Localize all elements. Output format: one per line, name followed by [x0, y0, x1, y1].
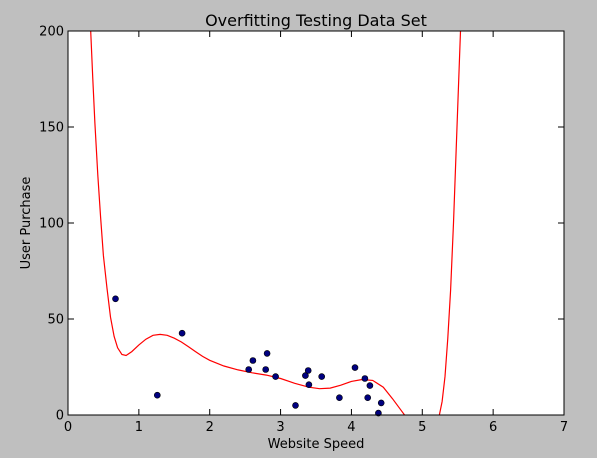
scatter-point — [292, 402, 299, 409]
scatter-point — [112, 295, 119, 303]
scatter-point — [245, 366, 252, 373]
y-tick-label: 150 — [39, 121, 64, 136]
scatter-points-layer — [112, 295, 385, 417]
scatter-point — [263, 350, 271, 357]
scatter-point — [302, 372, 309, 379]
scatter-point — [272, 373, 279, 380]
scatter-point — [318, 373, 326, 380]
scatter-point — [305, 381, 313, 389]
y-tick-label: 100 — [39, 217, 64, 232]
scatter-point — [304, 367, 312, 374]
x-tick-label: 2 — [206, 420, 214, 435]
fit-curve-layer — [90, 31, 462, 415]
y-tick-label: 0 — [56, 409, 64, 424]
scatter-point — [366, 382, 374, 389]
y-tick-label: 50 — [47, 313, 64, 328]
scatter-point — [364, 394, 372, 402]
x-tick-label: 1 — [135, 420, 143, 435]
x-tick-label: 0 — [64, 420, 72, 435]
x-axis-label: Website Speed — [268, 437, 365, 452]
fit-curve-line — [90, 31, 462, 415]
scatter-point — [249, 357, 257, 364]
x-tick-label: 3 — [276, 420, 284, 435]
chart-title: Overfitting Testing Data Set — [205, 11, 427, 30]
scatter-point — [178, 329, 186, 337]
x-tick-label: 7 — [560, 420, 568, 435]
x-tick-label: 6 — [489, 420, 497, 435]
y-axis-label: User Purchase — [19, 177, 34, 270]
scatter-point — [262, 366, 270, 373]
scatter-point — [154, 391, 161, 399]
axis-ticks: 0 1 2 3 4 5 6 7 0 50 100 150 200 — [39, 25, 568, 436]
x-tick-label: 5 — [418, 420, 426, 435]
y-tick-label: 200 — [39, 25, 64, 40]
scatter-point — [351, 364, 359, 371]
plot-area — [68, 31, 564, 415]
scatter-point — [361, 375, 369, 382]
scatter-point — [377, 399, 385, 407]
x-tick-label: 4 — [347, 420, 355, 435]
scatter-point — [336, 394, 343, 402]
